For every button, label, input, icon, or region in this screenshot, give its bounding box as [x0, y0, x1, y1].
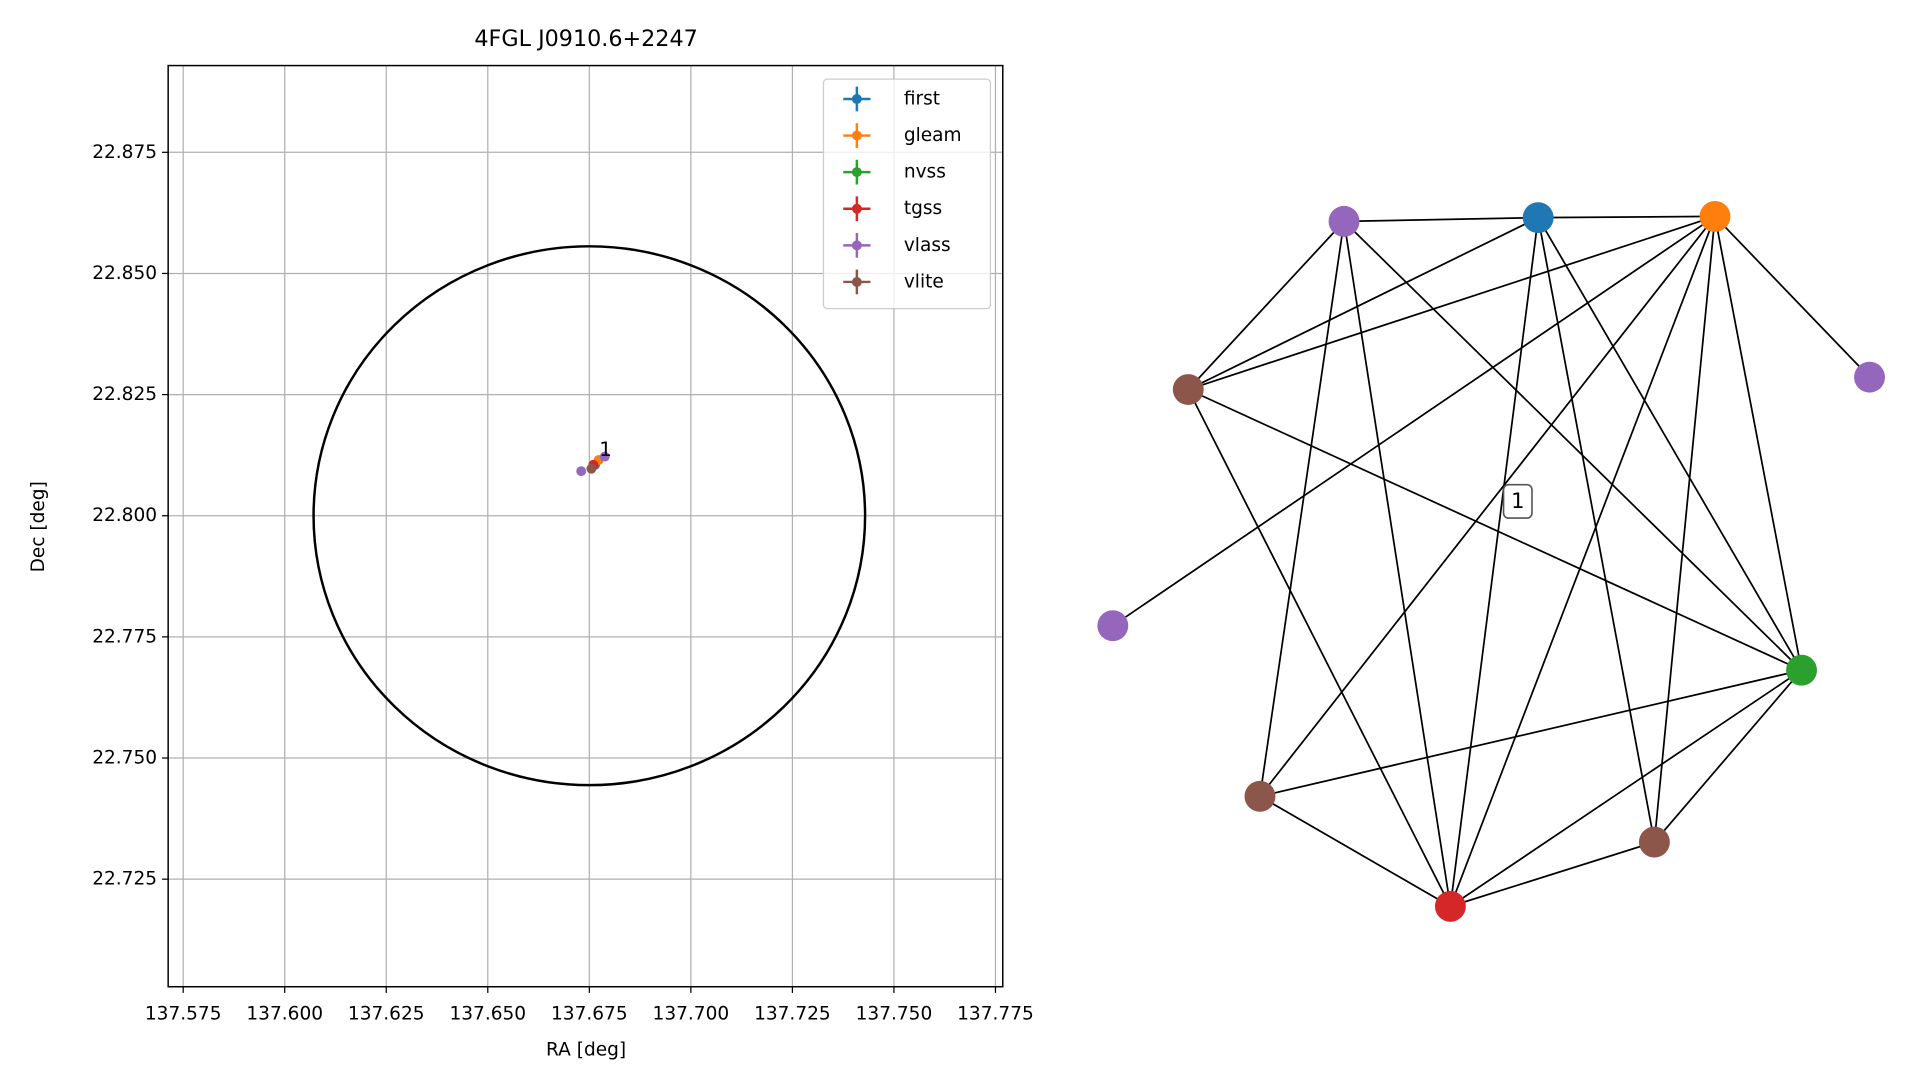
legend-label: first: [904, 88, 940, 109]
data-point: [576, 466, 587, 477]
localization-region: [312, 245, 867, 787]
graph-edge: [1449, 669, 1803, 908]
chart-title: 4FGL J0910.6+2247: [474, 26, 697, 52]
graph-edge: [1343, 220, 1803, 671]
legend-label: tgss: [904, 198, 942, 219]
graph-node: [1699, 200, 1731, 232]
graph-edge: [1187, 215, 1716, 391]
graph-edge: [1112, 215, 1716, 627]
legend-marker: [851, 94, 862, 104]
legend-label: gleam: [904, 125, 962, 146]
graph-edge: [1187, 389, 1452, 907]
graph-edge: [1537, 217, 1803, 671]
graph-node: [1786, 654, 1817, 686]
annotation: 1: [599, 438, 612, 461]
y-tick-label: 22.850: [92, 263, 157, 284]
legend-label: nvss: [904, 162, 946, 183]
x-tick-label: 137.750: [856, 1003, 933, 1024]
graph-edge: [1344, 216, 1539, 223]
graph-edge: [1259, 669, 1802, 798]
graph-edge: [1343, 221, 1452, 907]
graph-node: [1328, 205, 1360, 237]
graph-edge: [1537, 217, 1656, 843]
graph-node: [1244, 780, 1276, 812]
graph-edge: [1653, 669, 1803, 843]
graph-node: [1434, 890, 1466, 922]
x-tick-label: 137.600: [246, 1003, 323, 1024]
graph-edge: [1714, 215, 1871, 378]
legend-label: vlass: [904, 235, 951, 256]
graph-edge: [1259, 215, 1716, 797]
graph-node: [1854, 361, 1885, 393]
y-tick-label: 22.725: [92, 869, 157, 890]
graph-edge: [1653, 216, 1716, 843]
y-tick-label: 22.800: [92, 505, 157, 526]
graph-edge: [1259, 221, 1345, 797]
x-tick-label: 137.625: [348, 1003, 425, 1024]
x-tick-label: 137.650: [449, 1003, 526, 1024]
y-axis-label: Dec [deg]: [28, 481, 49, 572]
legend-marker: [851, 130, 862, 141]
graph-node: [1522, 202, 1554, 234]
graph-label-box: [1502, 483, 1533, 519]
x-axis-label: RA [deg]: [546, 1039, 626, 1060]
graph-edge: [1187, 216, 1539, 391]
graph-edge: [1449, 217, 1540, 907]
graph-edge: [1449, 216, 1716, 907]
graph-edge: [1259, 795, 1451, 908]
graph-edge: [1187, 220, 1345, 391]
x-tick-label: 137.675: [551, 1003, 628, 1024]
x-tick-label: 137.725: [754, 1003, 831, 1024]
graph-edge: [1538, 215, 1715, 219]
graph-label: 1: [1511, 488, 1524, 513]
legend-label: vlite: [904, 271, 944, 292]
y-tick-label: 22.875: [92, 142, 157, 163]
y-tick-label: 22.825: [92, 384, 157, 405]
x-tick-label: 137.775: [957, 1003, 1034, 1024]
x-tick-label: 137.575: [145, 1003, 222, 1024]
x-tick-label: 137.700: [653, 1003, 730, 1024]
data-point: [586, 463, 597, 474]
graph-node: [1172, 374, 1204, 405]
graph-edge: [1450, 841, 1655, 908]
graph-node: [1638, 826, 1670, 858]
legend-marker: [851, 277, 862, 287]
y-tick-label: 22.775: [92, 626, 157, 647]
legend-marker: [851, 203, 862, 214]
graph-edge: [1187, 388, 1802, 671]
y-tick-label: 22.750: [92, 748, 157, 769]
data-point: [599, 451, 610, 462]
legend-marker: [851, 167, 862, 178]
axes-frame: [167, 64, 1004, 988]
graph-node: [1097, 610, 1129, 642]
graph-edge: [1714, 216, 1803, 671]
legend-marker: [851, 240, 862, 251]
